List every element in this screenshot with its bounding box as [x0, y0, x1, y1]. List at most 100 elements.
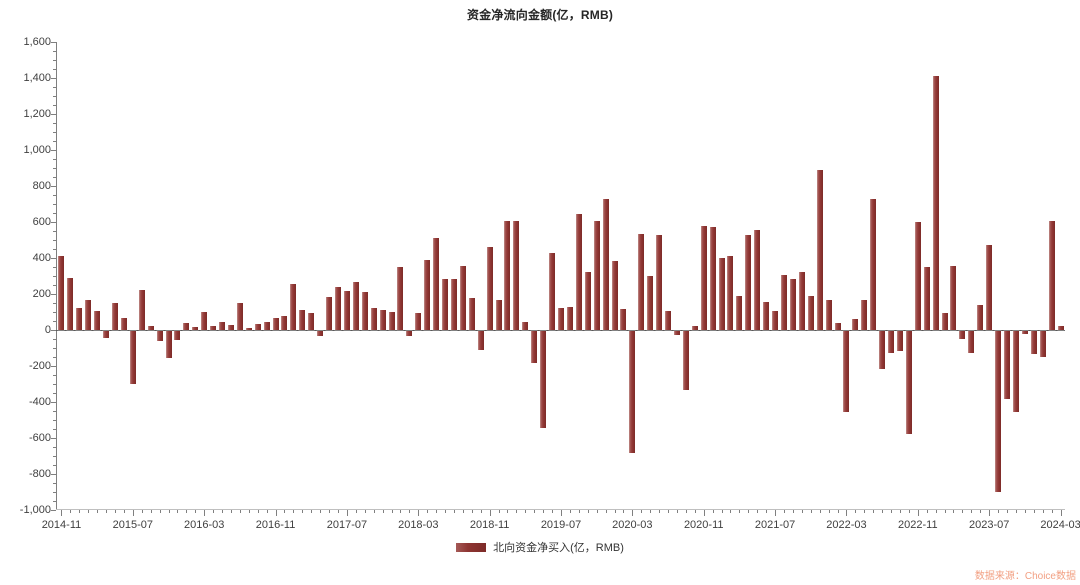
bar [1039, 331, 1046, 358]
bar [388, 311, 395, 330]
x-minor-tick [239, 510, 241, 513]
x-minor-tick [97, 510, 99, 513]
y-axis-label: 1,200 [23, 108, 51, 120]
bar [513, 221, 520, 330]
x-minor-tick [427, 510, 429, 513]
bar [1012, 331, 1019, 412]
x-minor-tick [980, 510, 982, 513]
bar [370, 307, 377, 330]
x-minor-tick [480, 510, 482, 513]
y-axis-label: -1,000 [19, 504, 51, 516]
x-minor-tick [587, 510, 589, 513]
x-minor-tick [650, 510, 652, 513]
y-axis-label: 400 [32, 252, 51, 264]
x-axis-label: 2024-03 [1040, 519, 1080, 531]
bar [531, 331, 538, 364]
bar [602, 198, 609, 330]
bar [977, 304, 984, 330]
bar [459, 266, 466, 330]
bar [111, 303, 118, 330]
bar [85, 299, 92, 330]
bar [103, 331, 110, 338]
y-minor-tick [53, 95, 56, 97]
bar [950, 266, 957, 330]
bar [593, 221, 600, 330]
x-minor-tick [971, 510, 973, 513]
x-minor-tick [810, 510, 812, 513]
x-minor-tick [784, 510, 785, 513]
bar [798, 271, 805, 330]
y-major-tick [51, 509, 56, 511]
x-axis-label: 2018-11 [469, 519, 510, 531]
x-minor-tick [882, 510, 884, 513]
x-minor-tick [106, 510, 108, 513]
x-minor-tick [177, 510, 179, 513]
bar [727, 255, 734, 330]
y-minor-tick [53, 50, 56, 52]
bar [1048, 220, 1055, 330]
bar [825, 299, 832, 330]
bar [1057, 326, 1064, 330]
bar [905, 331, 912, 435]
bar [959, 331, 966, 340]
x-major-tick [61, 510, 63, 516]
bar [343, 291, 350, 330]
bar [709, 227, 716, 330]
y-axis-label: 1,000 [23, 144, 51, 156]
y-minor-tick [53, 410, 56, 412]
x-minor-tick [534, 510, 536, 513]
x-minor-tick [935, 510, 937, 513]
x-minor-tick [1007, 510, 1009, 513]
x-minor-tick [694, 510, 696, 513]
bar [317, 331, 324, 337]
bar [397, 266, 404, 330]
x-axis-label: 2017-07 [326, 519, 368, 531]
bar [754, 229, 761, 330]
bar [219, 321, 226, 330]
bar [129, 331, 136, 385]
y-minor-tick [53, 131, 56, 133]
bar [147, 326, 154, 330]
x-major-tick [775, 510, 777, 516]
x-minor-tick [230, 510, 232, 513]
x-axis-label: 2022-03 [826, 519, 867, 531]
x-major-tick [132, 510, 134, 516]
y-major-tick [51, 365, 56, 367]
y-major-tick [51, 41, 56, 43]
bar [477, 331, 484, 350]
bar [852, 318, 859, 330]
y-minor-tick [53, 482, 56, 484]
y-minor-tick [53, 464, 56, 466]
bar [424, 260, 431, 330]
y-minor-tick [53, 302, 56, 304]
x-axis-label: 2019-07 [540, 519, 582, 531]
y-major-tick [51, 221, 56, 223]
y-minor-tick [53, 194, 56, 196]
bar [665, 311, 672, 330]
bar [968, 331, 975, 353]
bar [120, 318, 127, 330]
bar [290, 284, 297, 330]
bar [896, 331, 903, 352]
x-minor-tick [79, 510, 81, 513]
y-minor-tick [53, 248, 56, 250]
x-minor-tick [320, 510, 322, 513]
bar [379, 310, 386, 330]
bar [914, 221, 921, 330]
y-axis-label: -800 [28, 468, 51, 480]
y-minor-tick [53, 59, 56, 61]
x-minor-tick [168, 510, 170, 513]
y-major-tick [51, 473, 56, 475]
bar [254, 323, 261, 330]
plot-area: -1,000 -800 -600 -400 -200 0 200 400 600 800 1,000… [20, 36, 1080, 531]
x-minor-tick [311, 510, 313, 513]
x-minor-tick [855, 510, 857, 513]
y-major-tick [51, 77, 56, 79]
y-minor-tick [53, 140, 56, 142]
y-minor-tick [53, 86, 56, 88]
x-axis-label: 2018-03 [398, 519, 439, 531]
y-minor-tick [53, 239, 56, 241]
bar [647, 275, 654, 330]
x-minor-tick [391, 510, 393, 513]
x-minor-tick [302, 510, 304, 513]
